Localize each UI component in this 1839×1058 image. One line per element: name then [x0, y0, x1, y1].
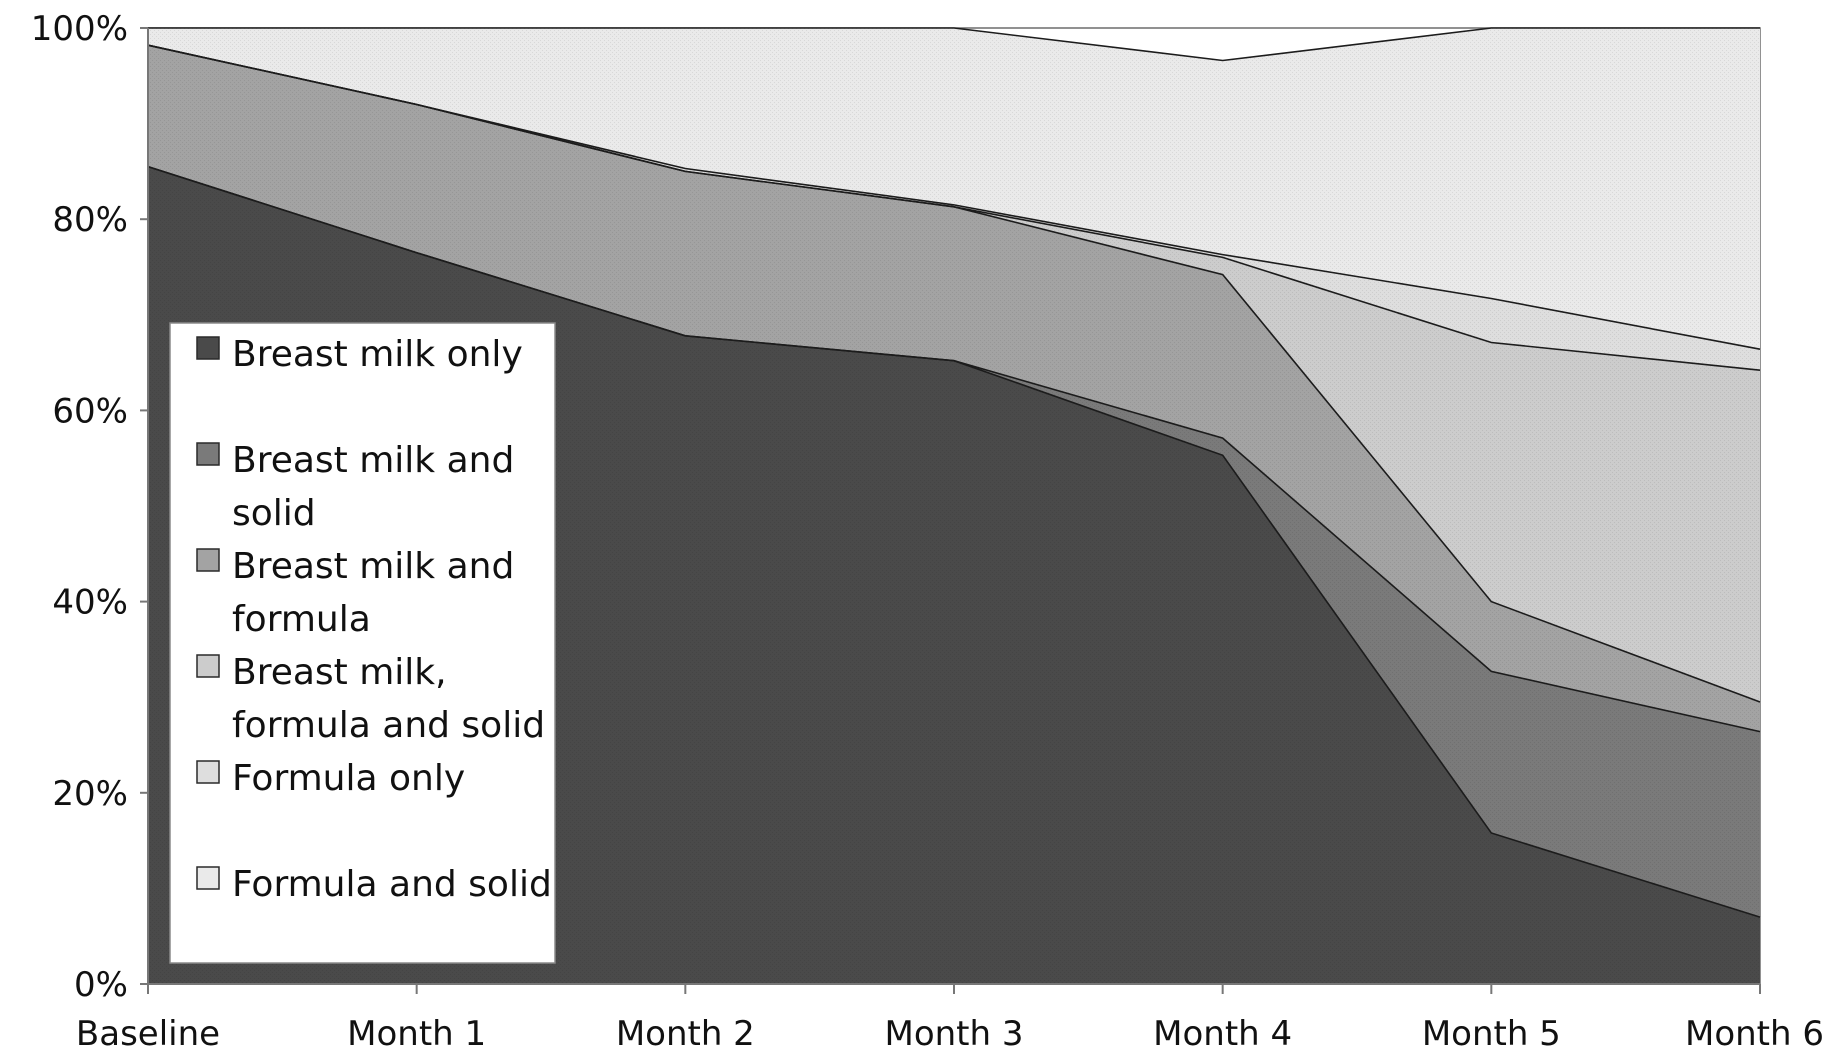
legend-label-breast-milk-and-solid: solid — [232, 493, 316, 534]
legend-swatch-formula-and-solid — [196, 866, 220, 890]
area-texture-formula-and-solid — [148, 28, 1760, 350]
area-texture-formula-only — [148, 45, 1760, 371]
legend-label-formula-only: Formula only — [232, 758, 465, 799]
y-tick-label: 40% — [52, 583, 128, 623]
x-tick-label: Month 4 — [1153, 1014, 1292, 1054]
boundary-line-formula-and-solid — [148, 27, 1760, 62]
x-tick-label: Month 5 — [1422, 1014, 1561, 1054]
area-texture-breast-milk-and-solid — [148, 166, 1760, 918]
area-texture-breast-milk-and-formula — [148, 45, 1760, 732]
y-tick-label: 80% — [52, 200, 128, 240]
legend-label-breast-milk-and-solid: Breast milk and — [232, 440, 514, 481]
boundary-lines — [147, 27, 1761, 918]
legend-label-breast-milk-only: Breast milk only — [232, 334, 523, 375]
y-tick-label: 100% — [31, 9, 128, 49]
legend-swatch-breast-milk-and-formula — [196, 548, 220, 572]
x-tick-label: Month 2 — [616, 1014, 755, 1054]
legend-swatch-breast-milk-and-solid — [196, 442, 220, 466]
legend-label-breast-milk-and-formula: Breast milk and — [232, 546, 514, 587]
legend-swatch-breast-milk-formula-and-solid — [196, 654, 220, 678]
axes: 0% 20% 40% 60% 80% 100% Baseline Month 1 Month 2… — [31, 9, 1824, 1054]
x-tick-label: Month 6 — [1685, 1014, 1824, 1054]
legend-label-formula-and-solid: Formula and solid — [232, 864, 552, 905]
legend-label-breast-milk-and-formula: formula — [232, 599, 371, 640]
legend-label-breast-milk-formula-and-solid: Breast milk, — [232, 652, 447, 693]
legend-label-breast-milk-formula-and-solid: formula and solid — [232, 705, 545, 746]
legend-box — [169, 322, 556, 964]
area-texture-breast-milk-formula-and-solid — [148, 45, 1760, 702]
y-tick-label: 60% — [52, 391, 128, 431]
x-tick-label: Baseline — [76, 1014, 220, 1054]
legend-swatch-breast-milk-only — [196, 336, 220, 360]
x-tick-label: Month 3 — [884, 1014, 1023, 1054]
x-tick-label: Month 1 — [347, 1014, 486, 1054]
y-tick-label: 0% — [74, 965, 128, 1005]
y-tick-label: 20% — [52, 774, 128, 814]
legend: Breast milk only Breast milk and solid Brea… — [169, 322, 556, 964]
legend-swatch-formula-only — [196, 760, 220, 784]
boundary-line-breast-milk-and-solid — [147, 165, 1761, 733]
boundary-line-formula-only — [147, 44, 1761, 350]
